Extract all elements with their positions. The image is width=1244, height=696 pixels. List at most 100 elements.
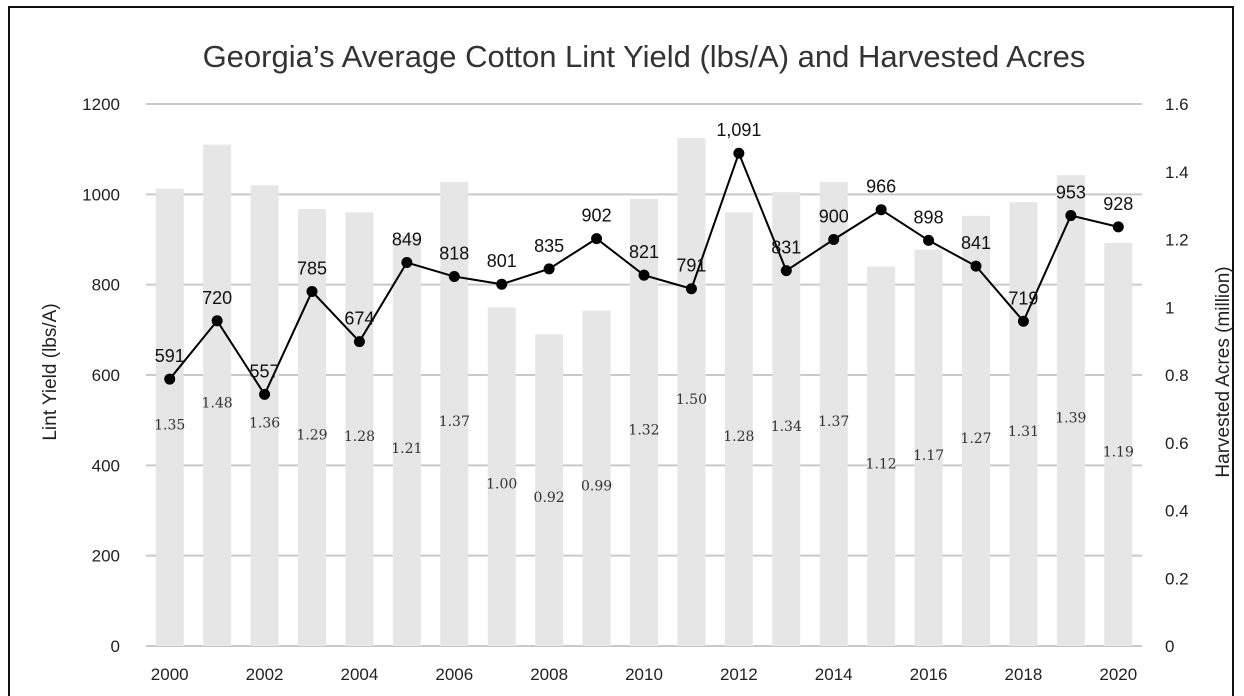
line-data-label: 557 bbox=[250, 361, 280, 381]
x-tick-label: 2010 bbox=[625, 665, 663, 684]
y2-tick-label: 0 bbox=[1165, 637, 1174, 656]
line-point bbox=[733, 147, 745, 159]
bar bbox=[962, 215, 990, 646]
bar-data-label: 1.27 bbox=[960, 431, 991, 447]
y-tick-label: 1200 bbox=[82, 95, 120, 114]
line-series: 591 720 557 785 674 849 818 801 835 902 821 791 1,09… bbox=[155, 120, 1133, 400]
bar bbox=[1009, 202, 1038, 647]
bar bbox=[1056, 175, 1085, 646]
line-point bbox=[1112, 221, 1124, 233]
bar-data-label: 1.50 bbox=[676, 392, 707, 408]
bar bbox=[677, 137, 706, 646]
x-tick-label: 2000 bbox=[151, 665, 189, 684]
x-tick-label: 2004 bbox=[341, 665, 379, 684]
y2-tick-label: 1 bbox=[1165, 298, 1174, 317]
y2-tick-label: 1.6 bbox=[1165, 95, 1189, 114]
line-point bbox=[164, 373, 176, 385]
bar-data-label: 1.32 bbox=[628, 422, 659, 438]
line-point bbox=[259, 388, 271, 400]
line-data-label: 821 bbox=[629, 242, 659, 262]
y-tick-label: 0 bbox=[111, 637, 120, 656]
bar-data-label: 1.12 bbox=[866, 456, 897, 472]
line-point bbox=[306, 285, 318, 297]
line-data-label: 674 bbox=[344, 309, 374, 329]
line-point bbox=[638, 269, 650, 281]
y2-tick-label: 0.2 bbox=[1165, 569, 1189, 588]
line-data-label: 1,091 bbox=[716, 120, 761, 140]
bar-data-label: 1.00 bbox=[486, 477, 517, 493]
bar bbox=[203, 144, 232, 646]
line-point bbox=[780, 265, 792, 277]
bar-data-label: 1.48 bbox=[202, 395, 233, 411]
bar bbox=[1104, 242, 1133, 646]
bar-data-label: 1.35 bbox=[154, 417, 185, 433]
right-axis-ticks: 0 0.2 0.4 0.6 0.8 1 1.2 1.4 1.6 bbox=[1165, 95, 1189, 656]
line-data-label: 791 bbox=[676, 256, 706, 276]
x-tick-label: 2020 bbox=[1099, 665, 1137, 684]
bar bbox=[250, 185, 279, 647]
line-point bbox=[591, 233, 603, 245]
line-point bbox=[401, 257, 413, 269]
x-axis-ticks: 2000 2002 2004 2006 2008 2010 2012 2014 2016 2018… bbox=[151, 665, 1137, 684]
x-tick-label: 2006 bbox=[435, 665, 473, 684]
bar bbox=[155, 188, 184, 646]
line-data-label: 841 bbox=[961, 233, 991, 253]
y-tick-label: 400 bbox=[92, 456, 120, 475]
line-point bbox=[685, 283, 697, 295]
bar bbox=[914, 249, 943, 646]
line-data-label: 785 bbox=[297, 258, 327, 278]
x-tick-label: 2012 bbox=[720, 665, 758, 684]
y2-tick-label: 1.2 bbox=[1165, 231, 1189, 250]
line-data-label: 953 bbox=[1056, 183, 1086, 203]
line-point bbox=[543, 263, 555, 275]
bar-data-label: 0.99 bbox=[581, 478, 612, 494]
line-point bbox=[448, 271, 460, 283]
line-data-label: 719 bbox=[1008, 288, 1038, 308]
bar-data-label: 1.29 bbox=[296, 428, 327, 444]
y-axis-title: Lint Yield (lbs/A) bbox=[40, 303, 61, 440]
bar bbox=[392, 236, 421, 647]
line-point bbox=[828, 234, 840, 245]
line-point bbox=[923, 234, 935, 246]
line-data-label: 801 bbox=[487, 251, 517, 271]
bar bbox=[298, 209, 326, 646]
bar-data-label: 1.21 bbox=[391, 441, 422, 457]
line-data-label: 849 bbox=[392, 230, 422, 250]
line-data-label: 902 bbox=[582, 206, 612, 226]
bar-data-label: 1.19 bbox=[1103, 444, 1134, 460]
line-data-label: 900 bbox=[819, 207, 849, 227]
bar-data-label: 1.28 bbox=[723, 429, 754, 445]
bar-data-label: 1.28 bbox=[344, 429, 375, 445]
y-tick-label: 200 bbox=[92, 547, 120, 566]
y2-axis-title: Harvested Acres (million) bbox=[1213, 266, 1234, 477]
bar-labels: 1.35 1.48 1.36 1.29 1.28 1.21 1.37 1.00 0.92 0.99… bbox=[154, 392, 1134, 506]
left-axis-ticks: 0 200 400 600 800 1000 1200 bbox=[82, 95, 120, 656]
chart-title: Georgia’s Average Cotton Lint Yield (lbs… bbox=[203, 39, 1086, 74]
line-data-label: 591 bbox=[155, 346, 185, 366]
line-point bbox=[970, 260, 982, 272]
line-point bbox=[496, 278, 508, 290]
line-data-label: 835 bbox=[534, 236, 564, 256]
x-tick-label: 2002 bbox=[246, 665, 284, 684]
y-tick-label: 600 bbox=[92, 366, 120, 385]
line-point bbox=[211, 315, 223, 327]
y-tick-label: 800 bbox=[92, 276, 120, 295]
bar-data-label: 1.31 bbox=[1008, 424, 1039, 440]
line-data-label: 720 bbox=[202, 288, 232, 308]
bar bbox=[867, 266, 896, 646]
y2-tick-label: 0.4 bbox=[1165, 502, 1189, 521]
bar bbox=[345, 212, 374, 646]
x-tick-label: 2014 bbox=[815, 665, 853, 684]
line-data-label: 818 bbox=[439, 244, 469, 264]
bar-data-label: 1.37 bbox=[439, 414, 470, 430]
line-point bbox=[875, 204, 887, 216]
bar-data-label: 1.39 bbox=[1055, 411, 1086, 427]
bar-data-label: 1.37 bbox=[818, 414, 849, 430]
line-point bbox=[353, 336, 365, 348]
line-data-label: 831 bbox=[771, 238, 801, 258]
x-tick-label: 2008 bbox=[530, 665, 568, 684]
line-point bbox=[1065, 210, 1077, 222]
bar bbox=[582, 310, 611, 646]
bar bbox=[487, 307, 516, 646]
